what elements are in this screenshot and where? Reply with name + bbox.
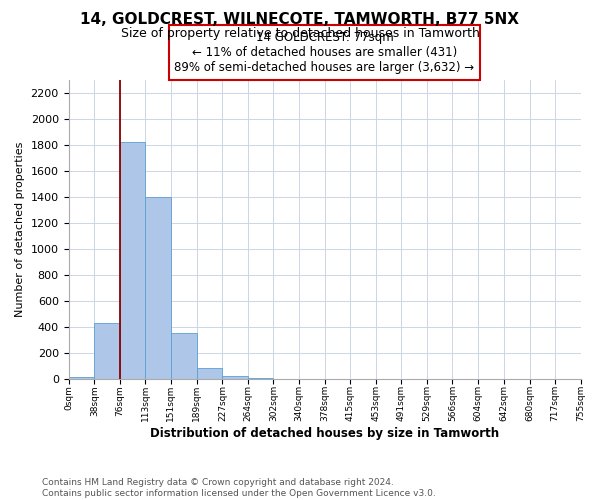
Bar [120,142,145,379]
Bar [248,378,274,379]
Bar [68,377,94,379]
Text: Size of property relative to detached houses in Tamworth: Size of property relative to detached ho… [121,28,479,40]
Bar [94,323,120,379]
Text: Contains HM Land Registry data © Crown copyright and database right 2024.
Contai: Contains HM Land Registry data © Crown c… [42,478,436,498]
X-axis label: Distribution of detached houses by size in Tamworth: Distribution of detached houses by size … [150,427,499,440]
Y-axis label: Number of detached properties: Number of detached properties [15,142,25,317]
Bar [171,334,197,379]
Bar [223,376,248,379]
Bar [145,197,171,379]
Text: 14 GOLDCREST: 77sqm
← 11% of detached houses are smaller (431)
89% of semi-detac: 14 GOLDCREST: 77sqm ← 11% of detached ho… [175,31,475,74]
Bar [197,368,223,379]
Text: 14, GOLDCREST, WILNECOTE, TAMWORTH, B77 5NX: 14, GOLDCREST, WILNECOTE, TAMWORTH, B77 … [80,12,520,28]
